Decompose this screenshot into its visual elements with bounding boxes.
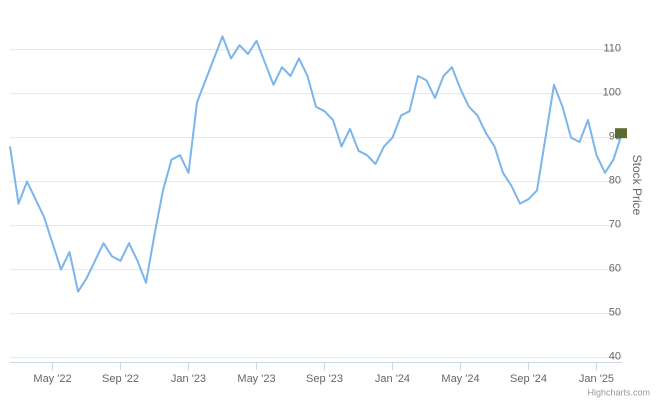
y-tick-label: 40	[609, 351, 621, 363]
x-tick-label: May '22	[33, 373, 71, 385]
y-tick-label: 110	[603, 43, 621, 55]
y-tick-label: 100	[603, 87, 621, 99]
y-tick-label: 70	[609, 219, 621, 231]
credit[interactable]: Highcharts.com	[587, 387, 650, 397]
price-line	[9, 35, 623, 293]
x-tick-label: Sep '24	[510, 373, 547, 385]
x-tick-label: Jan '25	[579, 373, 614, 385]
x-tick-label: May '23	[237, 373, 275, 385]
y-axis-title: Stock Price	[630, 155, 644, 216]
last-value-marker	[615, 128, 627, 139]
x-tick-label: May '24	[441, 373, 479, 385]
y-tick-label: 80	[609, 175, 621, 187]
x-tick-label: Jan '23	[171, 373, 206, 385]
x-tick-label: Sep '23	[306, 373, 343, 385]
x-tick-label: Jan '24	[375, 373, 410, 385]
y-tick-label: 60	[609, 263, 621, 275]
y-tick-label: 50	[609, 307, 621, 319]
x-tick-label: Sep '22	[102, 373, 139, 385]
